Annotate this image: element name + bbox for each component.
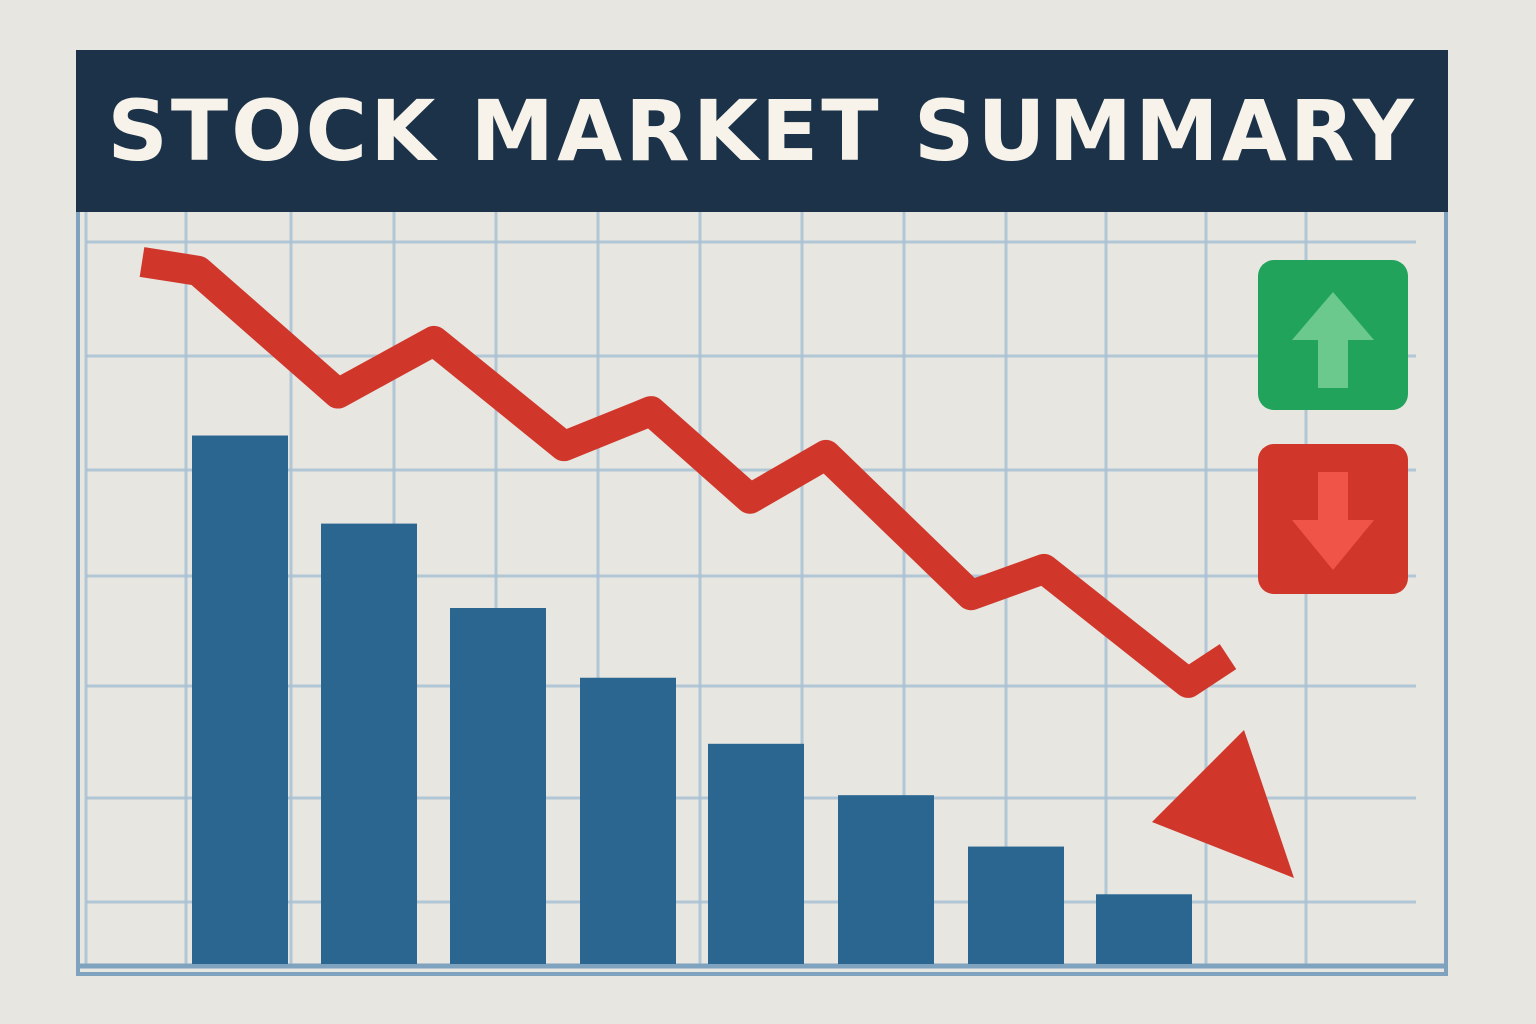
trend-arrowhead [1152, 730, 1294, 878]
down-indicator-button [1258, 444, 1408, 594]
trend-line [139, 247, 1294, 878]
bar-7 [968, 846, 1064, 964]
bars [192, 435, 1192, 964]
chart-plot [76, 50, 1448, 976]
chart-frame: STOCK MARKET SUMMARY [76, 50, 1448, 976]
bar-3 [450, 608, 546, 964]
bar-6 [838, 795, 934, 964]
up-indicator-button [1258, 260, 1408, 410]
bar-5 [708, 743, 804, 964]
bar-8 [1096, 894, 1192, 964]
arrow-down-icon [1292, 472, 1374, 570]
page-title: STOCK MARKET SUMMARY [107, 82, 1417, 180]
indicator-buttons [1258, 260, 1408, 594]
bar-2 [321, 523, 417, 964]
bar-4 [580, 677, 676, 964]
bar-1 [192, 435, 288, 964]
arrow-up-icon [1292, 292, 1374, 388]
header-banner: STOCK MARKET SUMMARY [76, 50, 1448, 212]
trend-line-path [139, 247, 1237, 698]
